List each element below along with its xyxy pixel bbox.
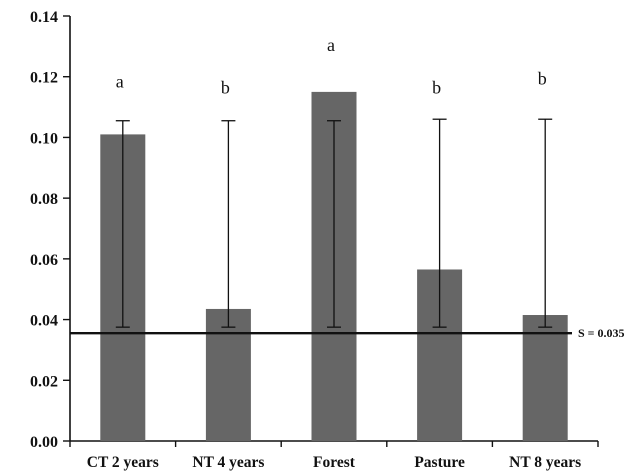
reference-line-group: S = 0.035: [70, 326, 625, 340]
significance-letters: a b a b b: [116, 35, 547, 98]
error-bars: [115, 118, 553, 328]
significance-letter: a: [116, 71, 124, 91]
y-tick-label: 0.08: [30, 191, 58, 208]
x-category-label: Forest: [313, 454, 356, 471]
y-tick-label: 0.12: [30, 70, 58, 87]
y-tick-label: 0.06: [30, 252, 58, 269]
significance-letter: b: [432, 77, 441, 97]
y-tick-label: 0.04: [30, 313, 58, 330]
y-tick-label: 0.10: [30, 130, 58, 147]
significance-letter: b: [538, 68, 547, 88]
x-category-label: NT 4 years: [192, 454, 264, 471]
y-tick-label: 0.14: [30, 9, 58, 26]
y-axis: 0.00 0.02 0.04 0.06 0.08 0.10 0.12 0.14: [30, 9, 71, 451]
x-category-label: NT 8 years: [509, 454, 581, 471]
reference-line-label: S = 0.035: [578, 326, 625, 340]
significance-letter: a: [327, 35, 335, 55]
bar: [205, 308, 251, 441]
bar: [522, 315, 568, 441]
significance-letter: b: [221, 77, 230, 97]
y-tick-label: 0.00: [30, 434, 58, 451]
x-category-label: Pasture: [414, 454, 465, 471]
x-axis: CT 2 years NT 4 years Forest Pasture NT 8 ye…: [69, 440, 599, 471]
y-tick-label: 0.02: [30, 373, 58, 390]
x-category-label: CT 2 years: [87, 454, 159, 471]
